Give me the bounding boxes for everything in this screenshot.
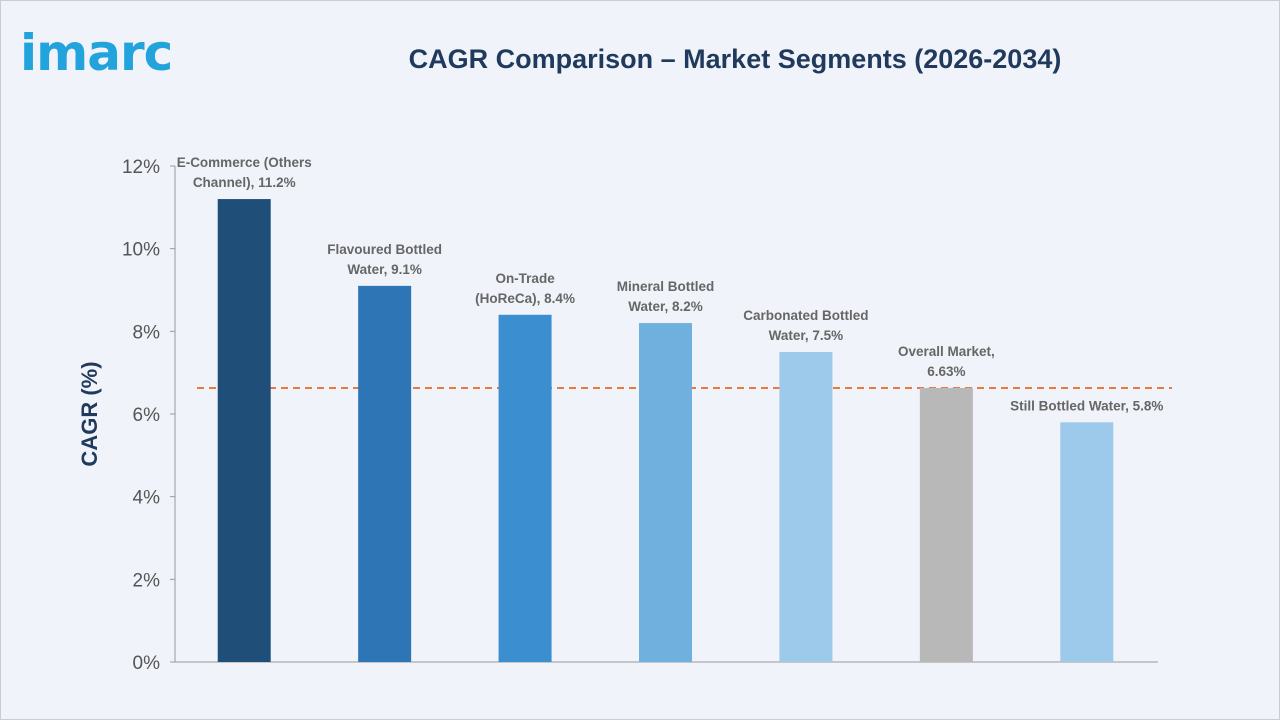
- chart-title: CAGR Comparison – Market Segments (2026-…: [408, 44, 1062, 74]
- y-tick-label: 10%: [122, 240, 160, 261]
- data-label: Overall Market,: [898, 344, 995, 359]
- y-tick-label: 12%: [122, 157, 160, 178]
- y-tick-label: 0%: [133, 653, 161, 674]
- y-tick-label: 2%: [133, 570, 161, 591]
- data-label: Still Bottled Water, 5.8%: [1010, 398, 1163, 413]
- y-tick-label: 4%: [133, 488, 161, 509]
- data-label: Mineral Bottled: [617, 279, 715, 294]
- data-label: (HoReCa), 8.4%: [475, 291, 575, 306]
- data-label: Water, 9.1%: [347, 262, 422, 277]
- bar: [358, 285, 412, 662]
- data-label: Water, 8.2%: [628, 299, 703, 314]
- data-label: On-Trade: [495, 271, 555, 286]
- data-label: 6.63%: [927, 364, 965, 379]
- bar: [639, 323, 692, 662]
- data-label: Carbonated Bottled: [743, 308, 868, 323]
- data-label: Flavoured Bottled: [327, 242, 442, 257]
- bar: [498, 314, 552, 662]
- bar: [217, 199, 271, 663]
- data-label: E-Commerce (Others: [177, 155, 312, 170]
- data-label: Water, 7.5%: [769, 328, 844, 343]
- bar: [919, 387, 973, 662]
- bar: [779, 352, 833, 662]
- imarc-logo: imarc: [20, 24, 173, 82]
- bar: [1060, 422, 1114, 662]
- data-label: Channel), 11.2%: [193, 175, 296, 190]
- y-axis-label: CAGR (%): [77, 361, 102, 466]
- y-tick-label: 6%: [133, 405, 161, 426]
- y-tick-label: 8%: [133, 322, 161, 343]
